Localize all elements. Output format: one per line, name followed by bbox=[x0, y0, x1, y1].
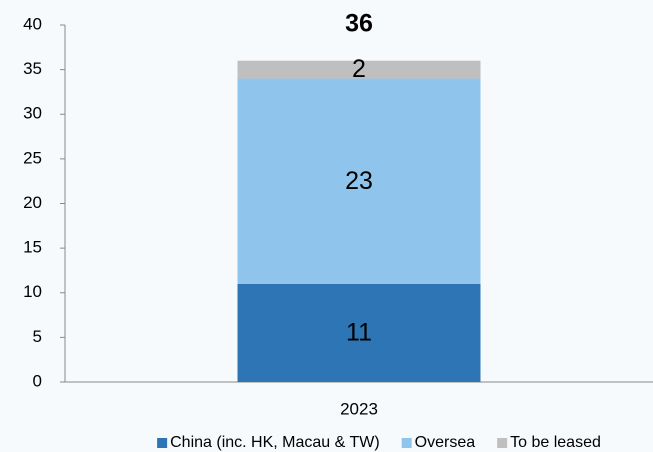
legend-swatch bbox=[401, 438, 412, 448]
legend-label: Oversea bbox=[415, 434, 476, 451]
y-tick-label: 20 bbox=[23, 193, 42, 212]
legend-item: To be leased bbox=[497, 434, 601, 451]
legend-label: To be leased bbox=[510, 434, 601, 451]
y-tick-label: 25 bbox=[23, 148, 42, 167]
data-label: 2 bbox=[352, 55, 366, 83]
legend-item: Oversea bbox=[401, 434, 476, 451]
y-tick-label: 0 bbox=[33, 371, 42, 390]
total-label: 36 bbox=[345, 9, 373, 37]
y-tick-label: 40 bbox=[23, 14, 42, 33]
data-label: 23 bbox=[345, 167, 373, 195]
legend-swatch bbox=[157, 438, 168, 448]
bar-segment bbox=[237, 60, 481, 79]
legend-swatch bbox=[497, 438, 508, 448]
y-tick-label: 5 bbox=[33, 327, 42, 346]
bar-segment bbox=[237, 78, 481, 284]
y-tick-label: 15 bbox=[23, 238, 42, 257]
y-tick-label: 35 bbox=[23, 59, 42, 78]
y-tick-label: 10 bbox=[23, 282, 42, 301]
bar-segment bbox=[237, 283, 481, 382]
legend-label: China (inc. HK, Macau & TW) bbox=[170, 434, 380, 451]
data-label: 11 bbox=[346, 319, 372, 347]
x-tick-label: 2023 bbox=[340, 399, 378, 418]
legend-item: China (inc. HK, Macau & TW) bbox=[157, 434, 380, 451]
y-tick-label: 30 bbox=[23, 104, 42, 123]
